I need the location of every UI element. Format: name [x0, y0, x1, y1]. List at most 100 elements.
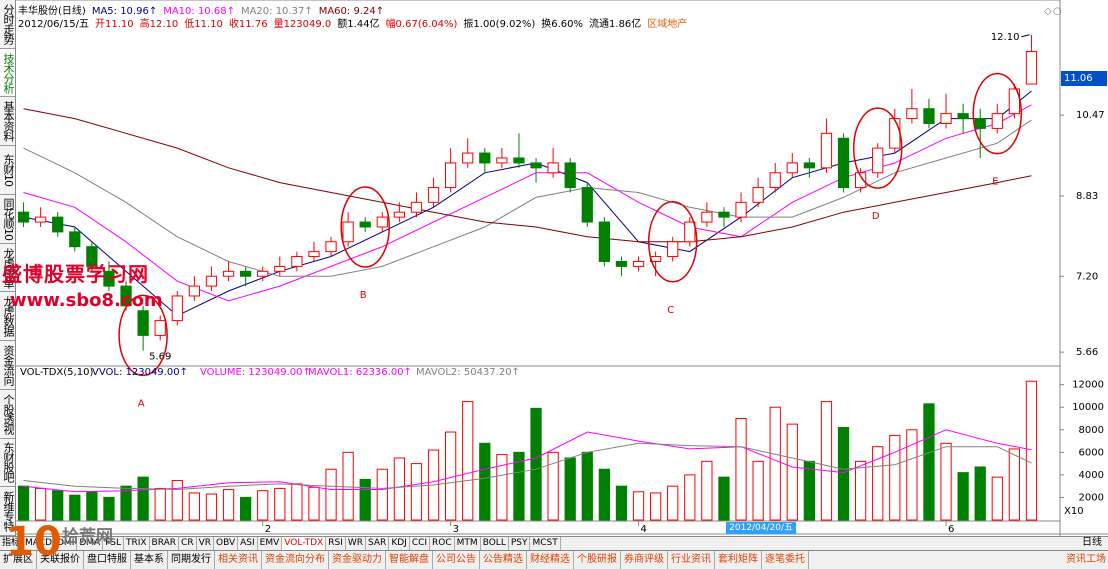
volume-bar	[906, 429, 918, 521]
volume-bar	[445, 431, 457, 521]
info-tab[interactable]: 盘口特服	[84, 551, 131, 569]
candle-body	[359, 221, 371, 228]
candle-body	[222, 270, 235, 277]
info-tab[interactable]: 逐笔委托	[762, 551, 809, 569]
candle-body	[17, 211, 30, 223]
candle-body	[393, 211, 405, 218]
sidebar-tab[interactable]: 技术分析	[0, 48, 15, 98]
indicator-tab[interactable]: WR	[346, 537, 367, 550]
volume-bar	[308, 486, 320, 521]
indicator-tab[interactable]: MTM	[455, 537, 481, 550]
sidebar-tab[interactable]: 基本资料	[0, 97, 15, 147]
candle-body	[667, 241, 679, 258]
info-tab[interactable]: 财经精选	[527, 551, 574, 569]
period-label[interactable]: 日线	[1082, 537, 1102, 548]
indicator-tab[interactable]: VR	[197, 537, 214, 550]
y-tick-label: 2000	[1079, 492, 1104, 503]
info-tab[interactable]: 资金流向分布	[262, 551, 329, 569]
volume-bar	[120, 485, 132, 521]
candle-body	[462, 152, 474, 164]
volume-bar	[103, 496, 115, 521]
sidebar-tab[interactable]: 分时走势	[0, 0, 15, 49]
sidebar-tab[interactable]: 龙虎榜单	[0, 244, 15, 293]
indicator-tab[interactable]: PSY	[509, 537, 531, 550]
info-tab[interactable]: 智能解盘	[386, 551, 433, 569]
sidebar-tab[interactable]: 资金流向	[0, 341, 15, 390]
indicator-tab[interactable]: 指标	[0, 537, 24, 550]
indicator-tab[interactable]: DMI	[55, 537, 78, 550]
info-tab[interactable]: 资金驱动力	[329, 551, 386, 569]
candle-body	[735, 201, 747, 218]
sidebar-tab[interactable]: 东财股吧	[0, 439, 15, 488]
indicator-tab[interactable]: SAR	[366, 537, 390, 550]
indicator-tab[interactable]: MCST	[530, 537, 561, 550]
indicator-tab[interactable]: FSL	[103, 537, 124, 550]
candle-body	[35, 216, 47, 223]
indicator-tab[interactable]: KDJ	[389, 537, 410, 550]
x-tick-label: 3	[453, 524, 459, 535]
indicator-tab[interactable]: VOL-TDX	[282, 537, 327, 550]
indicator-tab[interactable]: ROC	[430, 537, 455, 550]
annotation-letter: C	[667, 305, 674, 316]
info-corner[interactable]: 资讯工场	[1062, 551, 1106, 569]
indicator-tab[interactable]: ASI	[238, 537, 258, 550]
volume-bar	[701, 460, 713, 521]
volume-bar	[342, 451, 354, 521]
info-tab[interactable]: 同期发行	[168, 551, 215, 569]
y-tick-label: 10.47	[1076, 110, 1105, 121]
sidebar-tab[interactable]: 个股透视	[0, 390, 15, 439]
candle-body	[974, 118, 986, 129]
indicator-tab[interactable]: BOLL	[481, 537, 509, 550]
annotation-circle	[118, 294, 168, 377]
info-tab[interactable]: 公告精选	[480, 551, 527, 569]
indicator-tabs: 指标 MACD DMI DMA FSL TRIX BRAR CR VR OBV ASI EMV VOL-…	[0, 536, 1108, 550]
sidebar-tab[interactable]: 龙虎数据	[0, 292, 15, 342]
volume-bar	[769, 406, 781, 521]
sector[interactable]: 区域地产	[647, 19, 688, 30]
candle-body	[752, 187, 764, 203]
indicator-tab[interactable]: DMA	[77, 537, 104, 550]
volume-bar	[974, 466, 986, 521]
indicator-tab[interactable]: MACD	[23, 537, 55, 550]
candle-body	[308, 251, 320, 258]
annotation-letter: E	[992, 177, 998, 188]
candle-body	[188, 285, 200, 297]
candle-body	[496, 157, 508, 164]
candle-body	[615, 260, 628, 267]
info-tab[interactable]: 券商评级	[621, 551, 668, 569]
info-tab[interactable]: 关联报价	[37, 551, 84, 569]
candle-body	[598, 221, 610, 262]
indicator-tab[interactable]: TRIX	[124, 537, 150, 550]
info-tab[interactable]: 相关资讯	[215, 551, 262, 569]
info-tab[interactable]: 基本系	[131, 551, 168, 569]
sidebar-tab[interactable]: 东财10	[0, 146, 15, 195]
info-tabs: 扩展区 关联报价 盘口特服 基本系 同期发行 相关资讯 资金流向分布 资金驱动力 智能解盘 公司公…	[0, 550, 1108, 569]
indicator-tab[interactable]: OBV	[214, 537, 239, 550]
indicator-tab[interactable]: CCI	[410, 537, 431, 550]
volume-bar	[137, 476, 149, 521]
sidebar-tab[interactable]: 新维专特	[0, 487, 15, 537]
candle-body	[479, 152, 491, 164]
sidebar-tab[interactable]: 同花顺10	[0, 195, 15, 244]
x-tick-label: 6	[948, 524, 954, 535]
volume-bar	[923, 403, 935, 521]
quote-field: 收11.76	[228, 19, 268, 30]
indicator-tab[interactable]: CR	[179, 537, 197, 550]
info-tab[interactable]: 扩展区	[0, 551, 37, 569]
icon-diamond[interactable]: ◇	[1044, 6, 1052, 17]
info-tab[interactable]: 公司公告	[433, 551, 480, 569]
info-tab[interactable]: 套利矩阵	[715, 551, 762, 569]
candle-body	[940, 113, 952, 124]
low-label: 5.69	[149, 352, 171, 363]
icon-circle[interactable]: ○	[1053, 6, 1062, 17]
indicator-tab[interactable]: RSI	[326, 537, 346, 550]
volume-bar	[940, 442, 952, 521]
indicator-tab[interactable]: EMV	[258, 537, 283, 550]
volume-bar	[786, 423, 798, 521]
info-tab[interactable]: 个股研报	[574, 551, 621, 569]
volume-bar	[1025, 380, 1038, 521]
ma-line	[23, 119, 1032, 277]
indicator-tab[interactable]: BRAR	[150, 537, 180, 550]
info-tab[interactable]: 行业资讯	[668, 551, 715, 569]
candle-body	[564, 162, 576, 189]
